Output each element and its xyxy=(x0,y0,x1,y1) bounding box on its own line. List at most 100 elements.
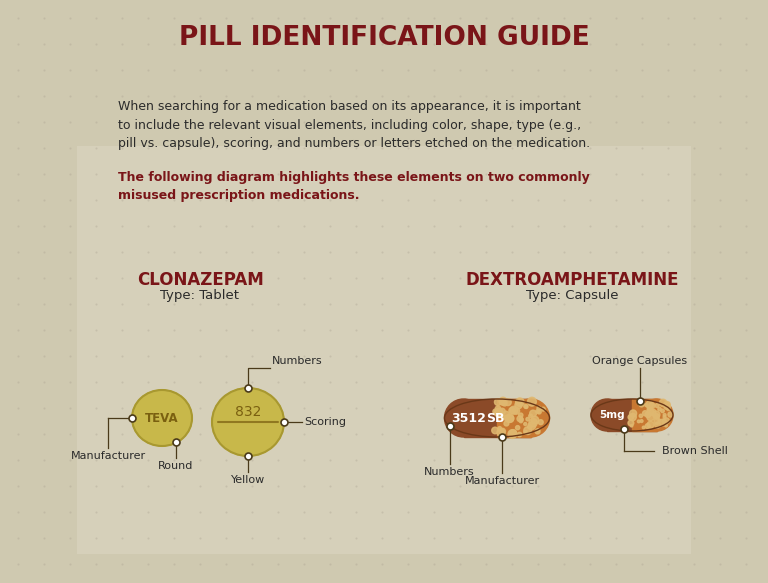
Circle shape xyxy=(505,399,511,406)
Ellipse shape xyxy=(511,399,549,437)
Circle shape xyxy=(519,417,523,422)
Circle shape xyxy=(643,410,647,416)
Circle shape xyxy=(647,407,651,411)
Circle shape xyxy=(517,416,522,422)
Circle shape xyxy=(538,420,543,424)
Circle shape xyxy=(501,400,505,405)
Text: DEXTROAMPHETAMINE: DEXTROAMPHETAMINE xyxy=(465,271,679,289)
Text: 5mg: 5mg xyxy=(599,410,624,420)
Circle shape xyxy=(498,427,502,430)
Circle shape xyxy=(639,414,643,417)
Circle shape xyxy=(493,409,498,414)
Circle shape xyxy=(647,408,654,415)
Circle shape xyxy=(663,416,666,419)
Circle shape xyxy=(515,398,524,406)
Circle shape xyxy=(504,416,508,420)
Circle shape xyxy=(654,422,660,428)
Circle shape xyxy=(646,401,654,409)
Circle shape xyxy=(524,427,531,434)
Circle shape xyxy=(654,416,657,419)
Text: PILL IDENTIFICATION GUIDE: PILL IDENTIFICATION GUIDE xyxy=(179,25,589,51)
Circle shape xyxy=(628,420,634,426)
Bar xyxy=(464,399,531,437)
Circle shape xyxy=(509,408,515,414)
Text: 3512: 3512 xyxy=(452,412,486,424)
Circle shape xyxy=(529,419,538,427)
Circle shape xyxy=(654,418,660,424)
Circle shape xyxy=(518,432,521,437)
Text: Numbers: Numbers xyxy=(272,356,323,366)
Text: Type: Tablet: Type: Tablet xyxy=(161,290,240,303)
Circle shape xyxy=(660,419,667,426)
Circle shape xyxy=(495,399,502,406)
Text: Round: Round xyxy=(158,461,194,471)
Text: Scoring: Scoring xyxy=(304,417,346,427)
Circle shape xyxy=(653,411,660,418)
Text: TEVA: TEVA xyxy=(145,412,179,424)
Circle shape xyxy=(629,413,636,421)
Circle shape xyxy=(637,420,640,423)
Text: Brown Shell: Brown Shell xyxy=(662,446,728,456)
Circle shape xyxy=(647,422,654,428)
Circle shape xyxy=(497,429,505,437)
Circle shape xyxy=(664,402,670,408)
Circle shape xyxy=(518,401,522,405)
Circle shape xyxy=(515,402,522,409)
Text: Numbers: Numbers xyxy=(424,467,475,477)
Text: CLONAZEPAM: CLONAZEPAM xyxy=(137,271,263,289)
Circle shape xyxy=(628,415,634,420)
Circle shape xyxy=(631,424,633,427)
Circle shape xyxy=(658,408,661,411)
Circle shape xyxy=(519,420,522,423)
Bar xyxy=(632,399,657,431)
Circle shape xyxy=(530,410,537,417)
Circle shape xyxy=(660,409,664,413)
Ellipse shape xyxy=(591,399,623,431)
Circle shape xyxy=(662,420,667,424)
Bar xyxy=(607,399,657,431)
Text: Manufacturer: Manufacturer xyxy=(71,451,146,461)
Circle shape xyxy=(508,430,517,438)
Circle shape xyxy=(642,426,645,429)
Circle shape xyxy=(528,397,536,406)
Circle shape xyxy=(524,423,527,426)
Circle shape xyxy=(536,410,539,413)
Circle shape xyxy=(502,401,507,406)
Ellipse shape xyxy=(641,399,673,431)
Circle shape xyxy=(664,418,670,424)
Circle shape xyxy=(667,407,670,410)
Circle shape xyxy=(537,406,541,410)
Circle shape xyxy=(658,419,660,422)
Circle shape xyxy=(660,399,667,406)
Circle shape xyxy=(641,420,643,423)
Circle shape xyxy=(499,408,505,415)
Circle shape xyxy=(526,417,529,421)
Circle shape xyxy=(645,403,648,406)
Circle shape xyxy=(645,424,650,429)
Circle shape xyxy=(524,431,528,434)
Circle shape xyxy=(513,408,520,415)
Circle shape xyxy=(649,402,655,409)
Circle shape xyxy=(492,427,498,434)
Circle shape xyxy=(650,409,656,415)
Circle shape xyxy=(524,405,528,408)
Text: 832: 832 xyxy=(235,405,261,419)
Text: Yellow: Yellow xyxy=(231,475,265,485)
Circle shape xyxy=(504,421,509,426)
Circle shape xyxy=(630,410,637,417)
Circle shape xyxy=(655,403,659,408)
Text: Manufacturer: Manufacturer xyxy=(465,476,540,486)
Circle shape xyxy=(499,397,507,405)
Circle shape xyxy=(518,413,523,417)
Circle shape xyxy=(495,408,503,417)
Circle shape xyxy=(664,413,666,416)
Circle shape xyxy=(664,424,667,427)
Circle shape xyxy=(668,412,673,417)
Circle shape xyxy=(509,430,517,437)
Circle shape xyxy=(645,412,650,417)
Text: When searching for a medication based on its appearance, it is important
to incl: When searching for a medication based on… xyxy=(118,100,590,150)
Circle shape xyxy=(505,414,514,423)
Circle shape xyxy=(664,403,670,409)
Circle shape xyxy=(499,429,505,434)
Circle shape xyxy=(506,415,514,422)
